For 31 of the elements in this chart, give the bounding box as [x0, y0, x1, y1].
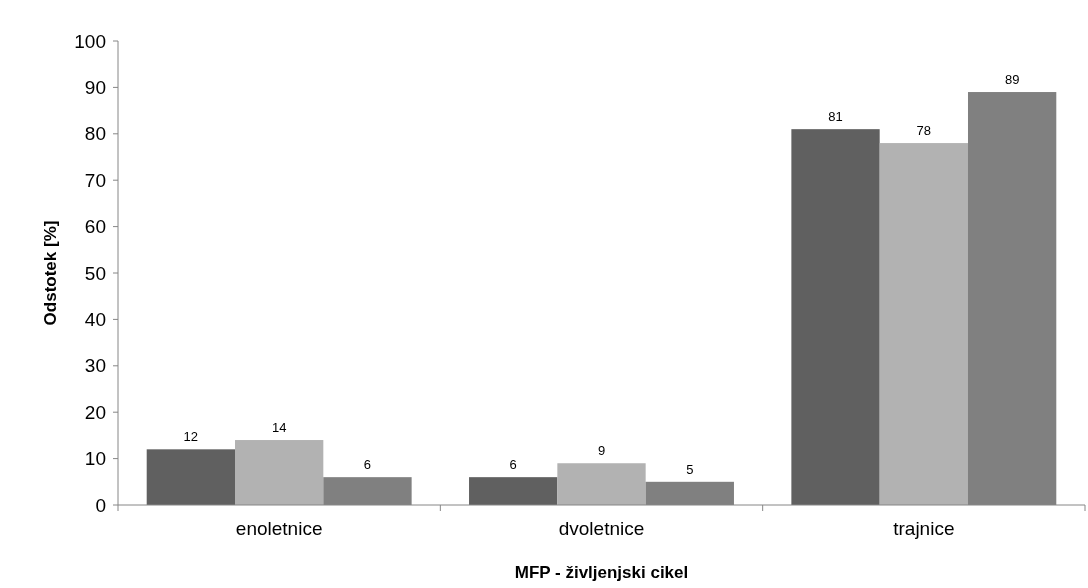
- data-label: 9: [597, 443, 606, 459]
- bar: [879, 143, 968, 505]
- x-tick-label: enoletnice: [235, 518, 323, 539]
- x-axis-title: MFP - življenjski cikel: [514, 563, 689, 582]
- y-tick-label: 80: [84, 123, 106, 145]
- bar: [791, 129, 880, 505]
- y-tick-label: 70: [84, 169, 106, 191]
- data-label: 6: [509, 457, 517, 473]
- bar: [146, 449, 236, 505]
- bar: [557, 463, 646, 505]
- y-tick-label: 10: [84, 448, 106, 470]
- y-tick-label: 60: [84, 216, 106, 238]
- data-label: 78: [916, 123, 932, 139]
- y-tick-label: 20: [84, 401, 106, 423]
- data-label: 12: [183, 429, 199, 445]
- bar: [235, 440, 324, 505]
- y-tick-label: 90: [84, 77, 106, 99]
- x-tick-label: trajnice: [893, 518, 955, 539]
- y-tick-label: 0: [95, 494, 106, 516]
- x-tick-label: dvoletnice: [558, 518, 645, 539]
- data-label: 5: [686, 461, 694, 477]
- y-axis-title: Odstotek [%]: [41, 220, 60, 326]
- y-tick-label: 40: [84, 309, 106, 331]
- data-label: 6: [363, 457, 372, 473]
- y-tick-label: 100: [74, 30, 106, 52]
- data-label: 14: [271, 420, 287, 436]
- y-tick-label: 50: [84, 262, 106, 284]
- y-tick-label: 30: [84, 355, 106, 377]
- bar: [469, 477, 558, 505]
- data-label: 89: [1004, 72, 1020, 88]
- data-label: 81: [828, 109, 843, 125]
